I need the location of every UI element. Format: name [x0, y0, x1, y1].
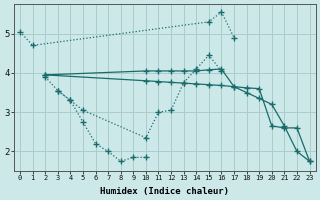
X-axis label: Humidex (Indice chaleur): Humidex (Indice chaleur) — [100, 187, 229, 196]
